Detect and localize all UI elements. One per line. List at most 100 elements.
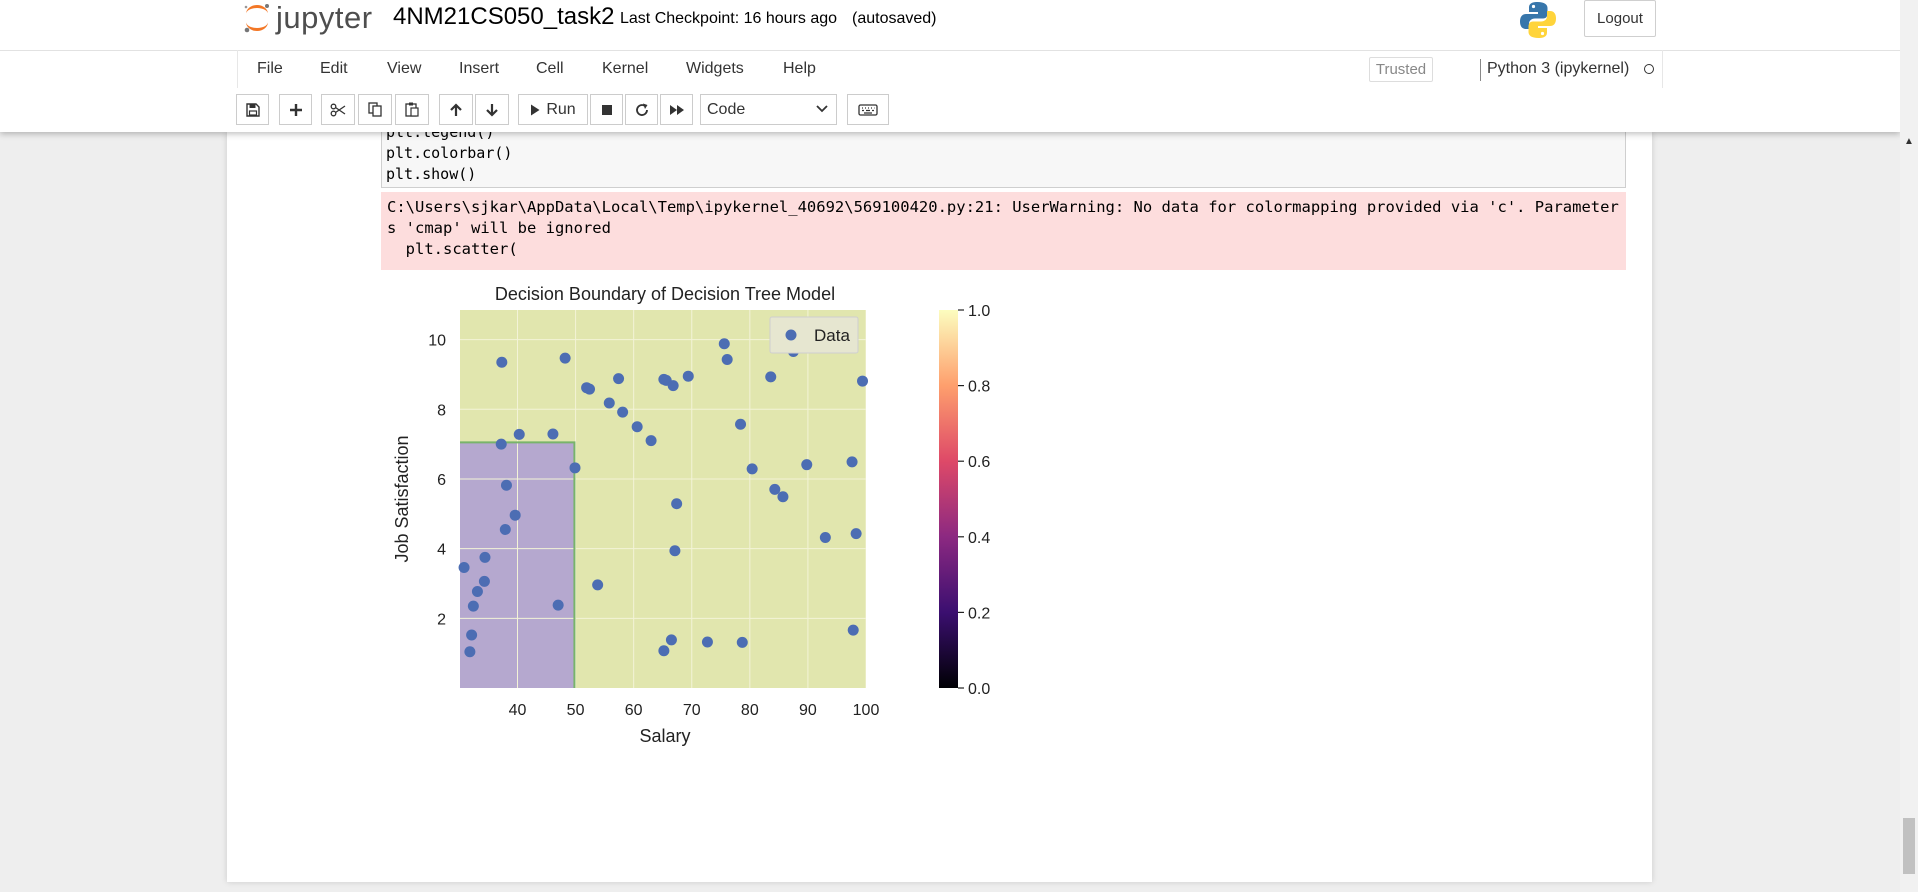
- arrow-down-icon: [486, 103, 498, 117]
- data-point: [847, 624, 859, 636]
- data-point: [458, 561, 470, 573]
- copy-button[interactable]: [358, 94, 392, 125]
- save-button[interactable]: [236, 94, 269, 125]
- keyboard-icon: [858, 103, 878, 116]
- notebook-container: plt.legend() plt.colorbar() plt.show() C…: [227, 123, 1652, 882]
- data-point: [513, 428, 525, 440]
- data-point: [592, 579, 604, 591]
- y-tick-label: 6: [437, 472, 446, 489]
- data-points: [458, 338, 869, 658]
- command-palette-button[interactable]: [847, 94, 889, 125]
- interrupt-button[interactable]: [590, 94, 623, 125]
- y-tick-label: 10: [428, 333, 446, 350]
- data-point: [850, 528, 862, 540]
- legend: Data: [769, 316, 859, 354]
- kernel-separator: [1480, 59, 1481, 81]
- jupyter-logo[interactable]: jupyter: [242, 0, 373, 36]
- kernel-name[interactable]: Python 3 (ipykernel): [1487, 60, 1630, 77]
- scroll-up-icon[interactable]: ▲: [1904, 136, 1914, 147]
- code-line: plt.colorbar(): [386, 144, 513, 162]
- data-point: [665, 634, 677, 646]
- data-point: [671, 498, 683, 510]
- restart-icon: [635, 103, 648, 116]
- y-tick-label: 2: [437, 611, 446, 628]
- scatter-plot: Decision Boundary of Decision Tree Model…: [392, 284, 990, 746]
- menu-view[interactable]: View: [387, 60, 422, 77]
- data-point: [467, 600, 479, 612]
- data-point: [645, 435, 657, 447]
- toolbar: Run Code: [0, 94, 1900, 127]
- menu-insert[interactable]: Insert: [459, 60, 500, 77]
- menu-kernel[interactable]: Kernel: [602, 60, 649, 77]
- menu-edit[interactable]: Edit: [320, 60, 348, 77]
- x-tick-label: 50: [567, 702, 585, 719]
- x-tick-label: 70: [683, 702, 701, 719]
- move-down-button[interactable]: [475, 94, 509, 125]
- colorbar-tick-label: 1.0: [968, 303, 990, 320]
- x-tick-label: 80: [741, 702, 759, 719]
- logout-button[interactable]: Logout: [1584, 0, 1656, 37]
- chart-title: Decision Boundary of Decision Tree Model: [495, 284, 835, 304]
- notebook-name[interactable]: 4NM21CS050_task2: [393, 3, 615, 30]
- cut-button[interactable]: [321, 94, 355, 125]
- run-icon: [531, 104, 540, 115]
- data-point: [617, 406, 629, 418]
- run-button[interactable]: Run: [518, 94, 588, 125]
- stop-icon: [601, 104, 612, 115]
- trusted-indicator[interactable]: Trusted: [1369, 57, 1433, 82]
- data-point: [603, 397, 615, 409]
- code-input[interactable]: plt.legend() plt.colorbar() plt.show(): [381, 123, 1626, 188]
- data-point: [721, 353, 733, 365]
- data-point: [819, 531, 831, 543]
- scrollbar-thumb[interactable]: [1903, 818, 1915, 874]
- x-tick-label: 60: [625, 702, 643, 719]
- colorbar-tick-label: 0.4: [968, 530, 990, 547]
- data-point: [631, 421, 643, 433]
- menu-widgets[interactable]: Widgets: [686, 60, 744, 77]
- data-point: [479, 551, 491, 563]
- restart-run-all-button[interactable]: [660, 94, 693, 125]
- data-point: [857, 375, 869, 387]
- data-point: [569, 462, 581, 474]
- data-point: [478, 575, 490, 587]
- data-point: [471, 585, 483, 597]
- legend-label: Data: [814, 326, 850, 345]
- colorbar: 0.0 0.2 0.4 0.6 0.8 1.0: [939, 303, 990, 698]
- colorbar-tick-label: 0.0: [968, 681, 990, 698]
- data-point: [667, 380, 679, 392]
- y-tick-label: 4: [437, 542, 446, 559]
- colorbar-gradient: [939, 310, 958, 688]
- cell-type-select[interactable]: Code: [700, 94, 837, 125]
- data-point: [777, 491, 789, 503]
- colorbar-tick-label: 0.2: [968, 605, 990, 622]
- cell-type-value: Code: [707, 100, 746, 118]
- paste-button[interactable]: [395, 94, 429, 125]
- y-tick-label: 8: [437, 402, 446, 419]
- menu-cell[interactable]: Cell: [536, 60, 564, 77]
- menu-help[interactable]: Help: [783, 60, 816, 77]
- data-point: [669, 545, 681, 557]
- data-point: [658, 645, 670, 657]
- jupyter-logo-text: jupyter: [276, 0, 373, 35]
- data-point: [769, 483, 781, 495]
- page-scrollbar[interactable]: ▲: [1900, 0, 1918, 892]
- checkpoint-status: Last Checkpoint: 16 hours ago: [620, 10, 838, 27]
- restart-button[interactable]: [625, 94, 658, 125]
- fast-forward-icon: [669, 104, 684, 115]
- data-point: [765, 371, 777, 383]
- data-point: [547, 428, 559, 440]
- menu-file[interactable]: File: [257, 60, 283, 77]
- data-point: [718, 338, 730, 350]
- move-up-button[interactable]: [439, 94, 473, 125]
- data-point: [846, 456, 858, 468]
- data-point: [801, 459, 813, 471]
- insert-cell-button[interactable]: [279, 94, 312, 125]
- save-icon: [245, 102, 260, 117]
- menu-bar: File Edit View Insert Cell Kernel Widget…: [237, 50, 1663, 88]
- data-point: [496, 356, 508, 368]
- data-point: [613, 373, 625, 385]
- x-tick-label: 90: [799, 702, 817, 719]
- x-tick-label: 40: [509, 702, 527, 719]
- data-point: [736, 636, 748, 648]
- kernel-idle-icon: [1644, 64, 1654, 74]
